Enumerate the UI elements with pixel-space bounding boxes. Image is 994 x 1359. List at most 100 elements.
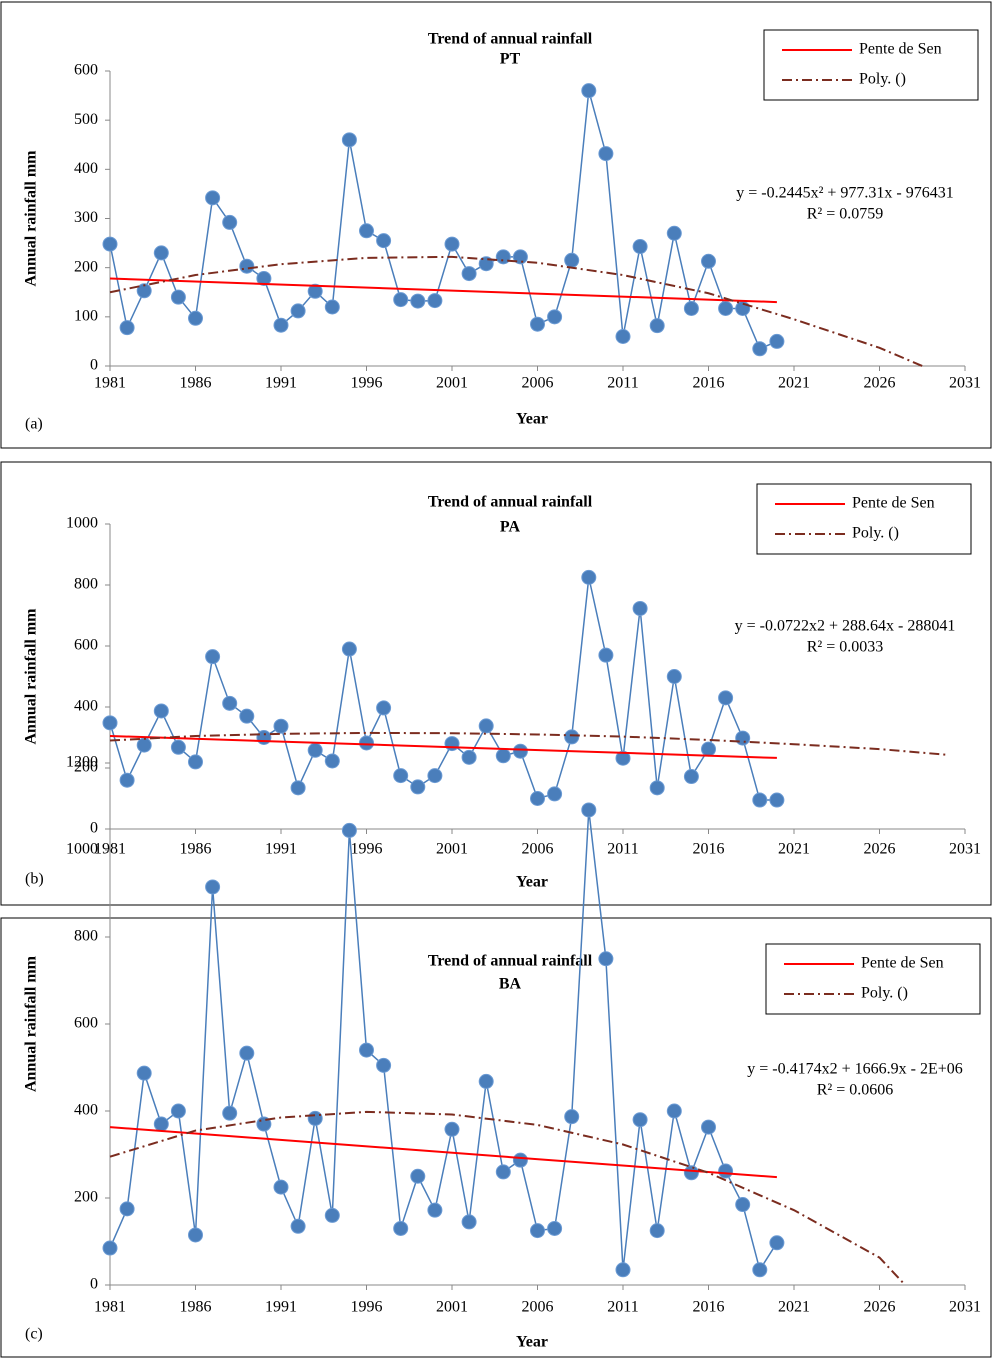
data-point <box>410 779 426 795</box>
x-tick-label: 1986 <box>180 375 212 392</box>
legend-box <box>756 483 972 555</box>
panel-label: (b) <box>25 871 44 888</box>
data-point <box>136 1065 152 1081</box>
data-point <box>239 1045 255 1061</box>
y-tick-label: 400 <box>74 698 98 715</box>
x-axis-label: Year <box>516 1334 548 1351</box>
data-point <box>564 1109 580 1125</box>
data-point <box>205 649 221 665</box>
data-point <box>393 1220 409 1236</box>
y-axis-label: Annual rainfall mm <box>23 608 40 745</box>
data-point <box>188 1227 203 1243</box>
data-point <box>273 317 289 333</box>
data-point <box>376 233 392 249</box>
data-point <box>752 1262 768 1278</box>
x-tick-label: 1986 <box>180 1299 212 1316</box>
panel-border <box>0 1 992 449</box>
y-tick-label: 300 <box>74 209 98 226</box>
chart-title: Trend of annual rainfall <box>428 953 593 970</box>
x-tick-label: 2016 <box>693 841 725 858</box>
data-point <box>632 1112 648 1128</box>
trend-line <box>109 734 777 759</box>
x-axis-label: Year <box>516 874 548 891</box>
data-point <box>222 695 238 711</box>
data-point <box>461 749 477 765</box>
x-tick-label: 1996 <box>351 375 383 392</box>
x-tick-label: 2011 <box>607 1299 638 1316</box>
data-point <box>410 293 426 309</box>
data-point <box>341 822 357 838</box>
data-point <box>205 190 221 206</box>
x-tick-label: 1996 <box>351 841 383 858</box>
data-point <box>102 1240 118 1256</box>
r-squared: R² = 0.0606 <box>817 1082 894 1099</box>
data-point <box>547 309 563 325</box>
data-point <box>205 879 221 895</box>
data-point <box>256 270 272 286</box>
data-point <box>718 690 734 706</box>
y-tick-label: 0 <box>90 357 98 374</box>
data-point <box>102 236 118 252</box>
y-tick-label: 800 <box>74 928 98 945</box>
data-point <box>170 289 186 305</box>
y-tick-label: 400 <box>74 1102 98 1119</box>
x-tick-label: 1991 <box>265 841 297 858</box>
data-point <box>581 569 597 585</box>
r-squared: R² = 0.0759 <box>807 206 884 223</box>
data-point <box>153 703 169 719</box>
data-point <box>718 1163 734 1179</box>
x-tick-label: 2026 <box>864 1299 896 1316</box>
y-axis-label: Annual rainfall mm <box>23 150 40 287</box>
data-point <box>273 1179 289 1195</box>
data-point <box>290 1218 306 1234</box>
data-point <box>701 253 716 269</box>
y-tick-label: 600 <box>74 637 98 654</box>
data-point <box>683 300 699 316</box>
x-tick-label: 2011 <box>607 375 638 392</box>
data-point <box>324 1207 340 1223</box>
data-point <box>598 647 614 663</box>
data-point <box>136 283 152 299</box>
data-point <box>769 333 785 349</box>
data-point <box>649 780 665 796</box>
data-point <box>564 729 580 745</box>
legend-box <box>765 943 981 1015</box>
x-tick-label: 2031 <box>949 1299 981 1316</box>
x-tick-label: 1981 <box>94 375 126 392</box>
data-point <box>153 1116 169 1132</box>
x-tick-label: 2006 <box>522 1299 554 1316</box>
data-point <box>735 730 751 746</box>
panel-label: (c) <box>25 1326 43 1343</box>
data-point <box>581 83 597 99</box>
data-point <box>495 1164 511 1180</box>
data-point <box>119 1201 135 1217</box>
x-tick-label: 2026 <box>864 841 896 858</box>
y-tick-label: 1000 <box>66 515 98 532</box>
x-tick-label: 2006 <box>522 841 554 858</box>
data-point <box>547 786 563 802</box>
data-line <box>109 809 778 1272</box>
data-point <box>495 249 511 265</box>
data-point <box>170 1103 186 1119</box>
data-point <box>102 715 118 731</box>
data-point <box>359 223 374 239</box>
data-point <box>666 225 682 241</box>
data-point <box>119 772 135 788</box>
panel-border <box>0 461 992 906</box>
data-point <box>170 739 186 755</box>
legend-label: Pente de Sen <box>859 41 942 58</box>
x-tick-label: 2001 <box>436 1299 468 1316</box>
data-point <box>530 1223 545 1239</box>
y-tick-label: 200 <box>74 258 98 275</box>
trend-line <box>109 255 923 367</box>
x-tick-label: 2026 <box>864 375 896 392</box>
data-point <box>136 737 152 753</box>
data-point <box>188 310 203 326</box>
data-point <box>359 1042 374 1058</box>
data-point <box>683 769 699 785</box>
data-point <box>324 753 340 769</box>
data-point <box>666 1103 682 1119</box>
legend-label: Pente de Sen <box>861 955 944 972</box>
data-point <box>256 730 272 745</box>
data-point <box>752 341 768 357</box>
